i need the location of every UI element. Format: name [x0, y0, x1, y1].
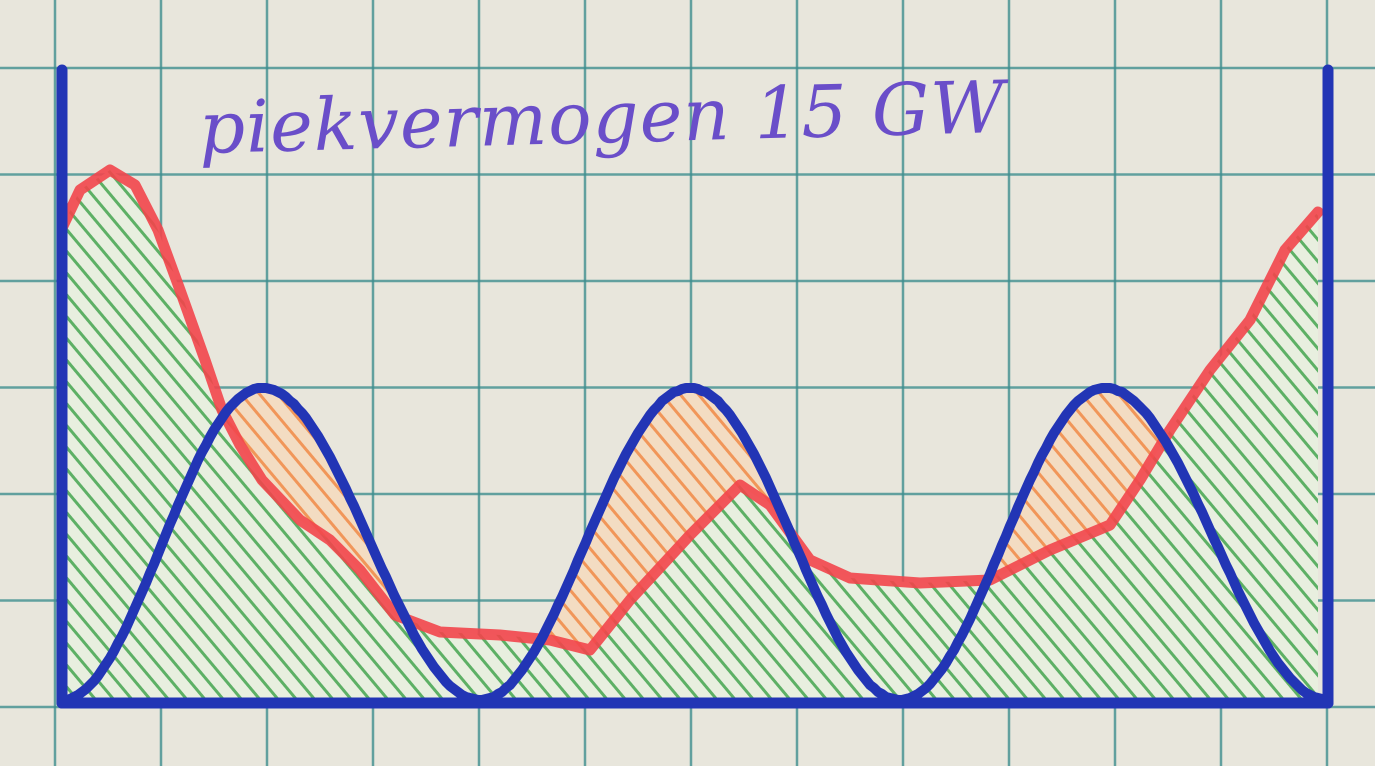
demand-curve [56, 164, 1324, 656]
handwritten-caption: piekvermogen 15 GW [197, 64, 1007, 170]
supply-curve [57, 383, 1331, 705]
